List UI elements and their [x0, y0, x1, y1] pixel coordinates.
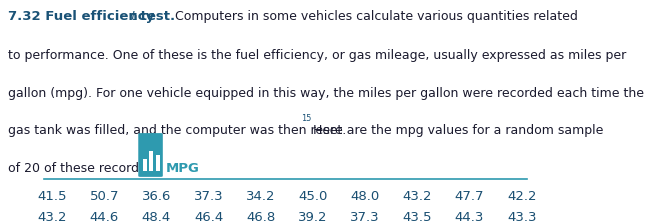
Text: 46.4: 46.4 — [194, 211, 223, 224]
Text: 34.2: 34.2 — [246, 190, 276, 202]
Text: 36.6: 36.6 — [141, 190, 171, 202]
Text: 42.2: 42.2 — [507, 190, 537, 202]
Text: 44.6: 44.6 — [90, 211, 119, 224]
Text: 41.5: 41.5 — [37, 190, 67, 202]
Text: 45.0: 45.0 — [298, 190, 327, 202]
Text: 7.32 Fuel efficiency: 7.32 Fuel efficiency — [8, 10, 159, 23]
Text: test.: test. — [136, 10, 175, 23]
Text: MPG: MPG — [165, 162, 199, 175]
Text: t: t — [130, 10, 135, 23]
Text: 43.2: 43.2 — [37, 211, 67, 224]
Text: 15: 15 — [301, 114, 311, 123]
FancyBboxPatch shape — [138, 133, 163, 177]
Bar — [149, 151, 153, 171]
Text: 44.3: 44.3 — [455, 211, 484, 224]
Text: 43.5: 43.5 — [402, 211, 432, 224]
Text: Computers in some vehicles calculate various quantities related: Computers in some vehicles calculate var… — [171, 10, 578, 23]
Text: gallon (mpg). For one vehicle equipped in this way, the miles per gallon were re: gallon (mpg). For one vehicle equipped i… — [8, 87, 644, 100]
Text: 39.2: 39.2 — [298, 211, 328, 224]
Text: 48.0: 48.0 — [351, 190, 380, 202]
Text: of 20 of these records:: of 20 of these records: — [8, 162, 153, 175]
Text: 48.4: 48.4 — [142, 211, 171, 224]
Text: Here are the mpg values for a random sample: Here are the mpg values for a random sam… — [309, 125, 604, 138]
Bar — [156, 155, 159, 171]
Text: 46.8: 46.8 — [246, 211, 276, 224]
Text: 47.7: 47.7 — [455, 190, 484, 202]
Text: 43.3: 43.3 — [507, 211, 537, 224]
Bar — [143, 159, 147, 171]
Text: 37.3: 37.3 — [194, 190, 223, 202]
Text: gas tank was filled, and the computer was then reset.: gas tank was filled, and the computer wa… — [8, 125, 346, 138]
Text: 43.2: 43.2 — [402, 190, 432, 202]
Text: 50.7: 50.7 — [90, 190, 119, 202]
Text: 37.3: 37.3 — [351, 211, 380, 224]
Text: to performance. One of these is the fuel efficiency, or gas mileage, usually exp: to performance. One of these is the fuel… — [8, 49, 626, 62]
